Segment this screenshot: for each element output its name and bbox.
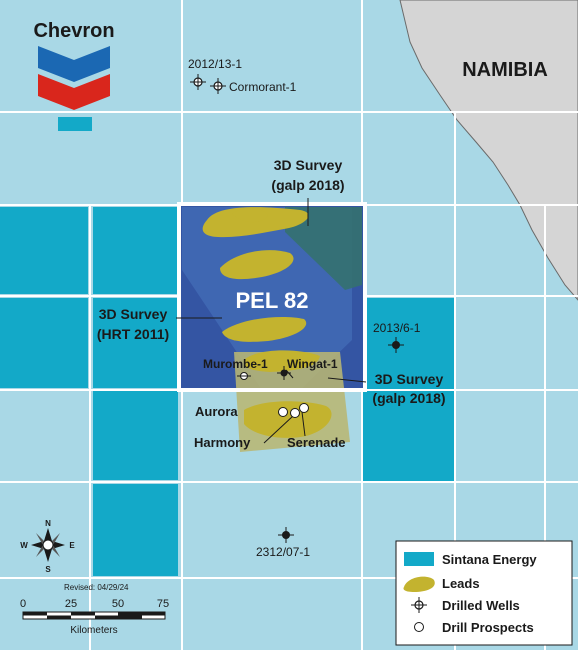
compass-n: N bbox=[45, 519, 51, 528]
sintana-block bbox=[93, 298, 178, 388]
legend: Sintana Energy Leads Drilled Wells Drill… bbox=[395, 540, 573, 646]
legend-drilled-well-icon bbox=[411, 597, 427, 613]
lead-shape bbox=[220, 250, 294, 280]
chevron-logo-lower-icon bbox=[38, 74, 110, 110]
country-label: NAMIBIA bbox=[462, 59, 548, 81]
legend-swatch-top bbox=[58, 117, 92, 131]
well-label-2312-07-1: 2312/07-1 bbox=[256, 545, 310, 559]
prospect-serenade bbox=[299, 403, 309, 413]
sintana-blocks bbox=[0, 207, 454, 576]
lead-shape bbox=[243, 350, 320, 372]
pel82-outline bbox=[177, 202, 367, 392]
well-label-cormorant-1: Cormorant-1 bbox=[229, 80, 297, 94]
well-murombe-1 bbox=[237, 372, 251, 380]
sintana-block bbox=[0, 207, 88, 294]
scale-tick-25: 25 bbox=[65, 598, 77, 610]
prospect-aurora bbox=[278, 407, 288, 417]
leader-lines bbox=[176, 198, 367, 444]
survey-left-line2: (HRT 2011) bbox=[97, 326, 169, 342]
compass-s: S bbox=[45, 565, 51, 574]
legend-prospect-icon bbox=[414, 622, 424, 632]
well-wingat-1 bbox=[277, 366, 291, 380]
revised-date: Revised: 04/29/24 bbox=[64, 583, 129, 592]
prospect-harmony bbox=[290, 408, 300, 418]
prospect-label-serenade: Serenade bbox=[287, 435, 346, 450]
chevron-wordmark: Chevron bbox=[33, 20, 114, 42]
chevron-logo-upper-icon bbox=[38, 46, 110, 82]
legend-swatch-sintana bbox=[404, 552, 434, 566]
scale-unit: Kilometers bbox=[70, 625, 117, 636]
survey-right-line2: (galp 2018) bbox=[372, 390, 445, 406]
survey-top-line1: 3D Survey bbox=[274, 157, 343, 173]
well-label-2013-6-1: 2013/6-1 bbox=[373, 321, 421, 335]
compass-e: E bbox=[69, 541, 75, 550]
well-2012-13-1 bbox=[190, 74, 206, 90]
sintana-block bbox=[93, 207, 178, 294]
compass-w: W bbox=[20, 541, 28, 550]
block-label: PEL 82 bbox=[236, 288, 309, 313]
survey-right-line1: 3D Survey bbox=[375, 371, 444, 387]
scale-tick-50: 50 bbox=[112, 598, 124, 610]
well-2013-6-1 bbox=[388, 337, 404, 353]
legend-label-leads: Leads bbox=[442, 576, 480, 591]
scale-bar bbox=[22, 611, 166, 620]
chevron-logo: Chevron bbox=[33, 20, 115, 110]
survey-galp-2018-top bbox=[285, 207, 362, 290]
scale-tick-75: 75 bbox=[157, 598, 169, 610]
scale-tick-0: 0 bbox=[20, 598, 26, 610]
survey-top-line2: (galp 2018) bbox=[271, 177, 344, 193]
legend-label-prospects: Drill Prospects bbox=[442, 620, 534, 635]
lead-shape bbox=[244, 401, 332, 438]
legend-swatch-leads bbox=[403, 576, 435, 592]
well-cormorant-1 bbox=[210, 78, 226, 94]
well-label-wingat-1: Wingat-1 bbox=[287, 357, 338, 371]
well-label-murombe-1: Murombe-1 bbox=[203, 357, 268, 371]
leads bbox=[202, 207, 332, 438]
lead-shape bbox=[232, 208, 268, 223]
sintana-block bbox=[0, 298, 88, 388]
compass-icon bbox=[31, 528, 65, 562]
survey-left-line1: 3D Survey bbox=[99, 306, 168, 322]
legend-label-drilled: Drilled Wells bbox=[442, 598, 520, 613]
well-2312-07-1 bbox=[278, 527, 294, 543]
prospect-label-harmony: Harmony bbox=[194, 435, 251, 450]
well-label-2012-13-1: 2012/13-1 bbox=[188, 57, 242, 71]
sintana-block bbox=[93, 391, 178, 480]
lead-shape bbox=[202, 207, 309, 238]
prospect-label-aurora: Aurora bbox=[195, 404, 238, 419]
sintana-block bbox=[93, 484, 178, 576]
lead-shape bbox=[222, 316, 307, 342]
legend-label-sintana: Sintana Energy bbox=[442, 552, 537, 567]
